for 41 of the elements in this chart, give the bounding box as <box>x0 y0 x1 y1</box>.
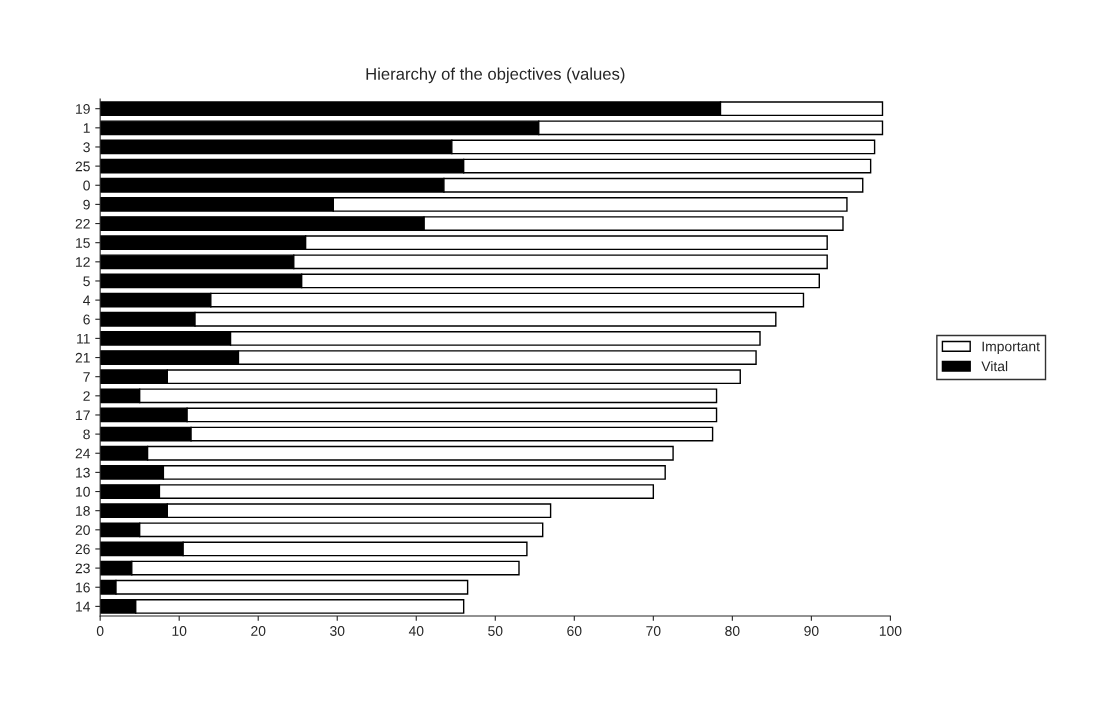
y-tick-label: 4 <box>83 295 91 306</box>
y-tick-label: 18 <box>76 506 90 516</box>
y-tick-label: 7 <box>83 372 90 382</box>
y-tick-label: 8 <box>83 429 90 440</box>
y-tick-label: 2 <box>83 391 90 401</box>
y-tick-label: 25 <box>75 161 90 172</box>
y-tick-label: 9 <box>83 199 90 210</box>
y-tick-label: 14 <box>76 601 91 612</box>
x-tick-label: 70 <box>646 626 661 636</box>
legend-label: Important <box>982 341 1040 355</box>
y-tick-label: 13 <box>76 467 90 478</box>
x-tick-label: 40 <box>408 626 424 636</box>
y-tick-label: 6 <box>83 314 90 325</box>
y-tick-label: 10 <box>76 486 90 497</box>
x-tick-label: 60 <box>567 626 582 636</box>
y-tick-label: 24 <box>75 448 91 459</box>
y-tick-label: 19 <box>76 104 90 114</box>
x-tick-label: 100 <box>879 626 902 636</box>
y-tick-label: 1 <box>83 123 90 133</box>
x-tick-label: 0 <box>96 626 104 636</box>
y-tick-label: 21 <box>75 352 90 363</box>
y-tick-label: 12 <box>76 257 90 267</box>
x-tick-label: 50 <box>488 626 503 636</box>
chart-title: Hierarchy of the objectives (values) <box>366 67 625 84</box>
y-tick-label: 23 <box>75 563 90 574</box>
x-tick-label: 90 <box>804 626 819 636</box>
y-tick-label: 17 <box>76 410 90 420</box>
y-tick-label: 20 <box>75 525 90 535</box>
y-tick-label: 26 <box>75 544 90 555</box>
x-tick-label: 30 <box>330 626 345 636</box>
x-tick-label: 80 <box>725 626 740 636</box>
y-tick-label: 5 <box>83 276 90 287</box>
y-tick-label: 22 <box>75 218 90 229</box>
y-tick-label: 0 <box>83 180 90 191</box>
y-tick-label: 3 <box>83 142 90 153</box>
y-tick-label: 16 <box>76 582 90 593</box>
y-tick-label: 11 <box>77 333 90 344</box>
y-tick-label: 15 <box>76 238 90 248</box>
legend-label: Vital <box>981 361 1008 372</box>
x-tick-label: 20 <box>251 626 266 636</box>
x-tick-label: 10 <box>172 626 187 636</box>
